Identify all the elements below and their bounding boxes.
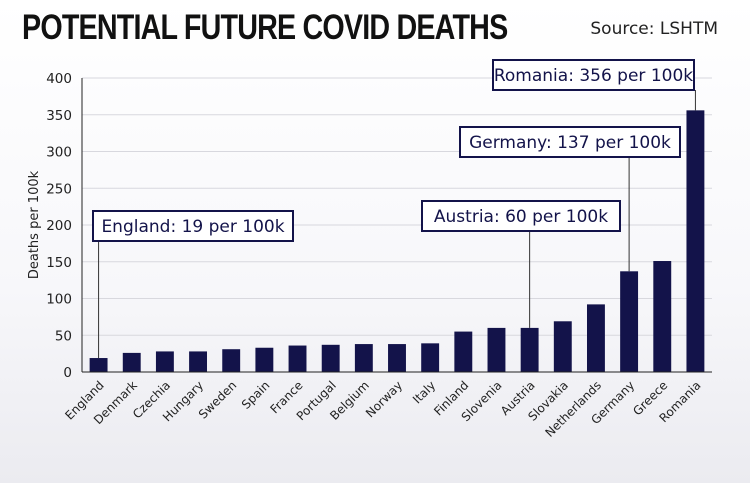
y-tick-label: 250	[46, 181, 72, 197]
x-tick-label: Italy	[410, 378, 438, 406]
y-tick-label: 400	[46, 71, 72, 87]
callout-label: Germany: 137 per 100k	[469, 133, 671, 153]
bar-romania	[686, 110, 705, 372]
bar-denmark	[122, 352, 141, 372]
y-tick-label: 200	[46, 218, 72, 234]
callout-label: Austria: 60 per 100k	[434, 207, 608, 227]
callout-label: Romania: 356 per 100k	[494, 66, 693, 86]
bar-netherlands	[586, 304, 605, 372]
callout-box	[492, 59, 695, 91]
bar-spain	[255, 347, 274, 372]
source-label: Source: LSHTM	[590, 19, 718, 39]
y-tick-label: 300	[46, 145, 72, 161]
callout-box	[421, 200, 621, 232]
callout-box	[92, 210, 294, 242]
bar-hungary	[189, 351, 208, 372]
bar-france	[288, 345, 307, 372]
y-tick-label: 350	[46, 108, 72, 124]
y-tick-label: 100	[46, 292, 72, 308]
bar-sweden	[222, 349, 241, 372]
bar-austria	[520, 327, 539, 372]
y-axis-title: Deaths per 100k	[27, 170, 42, 279]
bar-portugal	[321, 344, 340, 372]
bar-finland	[454, 331, 473, 372]
bar-belgium	[354, 344, 373, 372]
bar-czechia	[155, 351, 174, 372]
bar-germany	[620, 271, 639, 372]
bar-norway	[388, 344, 406, 372]
bar-italy	[421, 343, 440, 372]
bar-slovenia	[487, 327, 506, 372]
bar-greece	[653, 261, 672, 372]
x-tick-label: Norway	[363, 378, 405, 420]
bar-england	[89, 358, 108, 372]
bar-slovakia	[553, 321, 572, 372]
y-tick-label: 50	[55, 328, 72, 344]
y-tick-label: 0	[63, 365, 72, 381]
callout-label: England: 19 per 100k	[101, 217, 284, 237]
callout-box	[459, 126, 681, 158]
chart-title: POTENTIAL FUTURE COVID DEATHS	[22, 8, 508, 47]
y-tick-label: 150	[46, 255, 72, 271]
